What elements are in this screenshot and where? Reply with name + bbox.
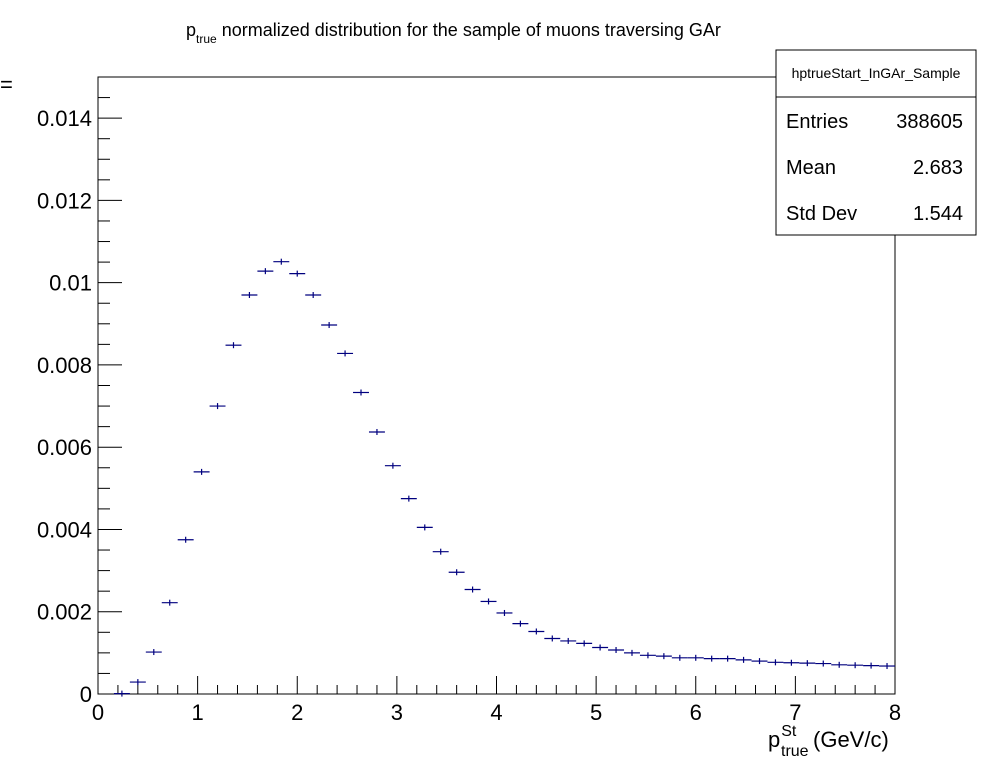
y-tick-label: 0.014 [37, 106, 92, 131]
y-tick-label: 0.012 [37, 188, 92, 213]
data-point [225, 342, 242, 349]
xlabel-unit: (GeV/c) [813, 727, 889, 752]
data-point [783, 659, 800, 666]
xlabel-subscript: true [781, 743, 809, 760]
x-tick-label: 4 [490, 700, 502, 725]
data-point [384, 462, 401, 469]
data-point [544, 635, 561, 642]
data-point [799, 660, 816, 667]
data-point [432, 548, 449, 555]
data-point [177, 536, 194, 543]
data-point [767, 659, 784, 666]
data-point [480, 598, 497, 605]
stats-box-name: hptrueStart_InGAr_Sample [792, 65, 961, 81]
data-point [337, 350, 354, 357]
y-tick-label: 0 [80, 682, 92, 707]
stats-mean-label: Mean [786, 157, 836, 179]
chart-title: ptrue normalized distribution for the sa… [186, 20, 721, 46]
data-point [687, 654, 704, 661]
stats-box-frame [775, 49, 977, 236]
y-axis: 0 0.002 0.004 0.006 0.008 0.01 0.012 0.014 [37, 76, 122, 707]
x-tick-label: 3 [391, 700, 403, 725]
data-point [608, 646, 625, 653]
x-axis: 0 1 2 3 4 5 6 7 8 [92, 676, 901, 725]
title-text: normalized distribution for the sample o… [217, 20, 721, 40]
y-tick-label: 0.01 [49, 271, 92, 296]
data-point [719, 655, 736, 662]
data-point [321, 322, 338, 329]
data-point [289, 270, 306, 277]
data-point [576, 640, 593, 647]
data-point [113, 690, 130, 697]
x-tick-label: 2 [291, 700, 303, 725]
title-symbol: p [186, 20, 196, 40]
xlabel-symbol: p [768, 727, 780, 752]
data-point [273, 258, 290, 265]
stats-stddev-label: Std Dev [786, 203, 857, 225]
data-point [735, 656, 752, 663]
data-point [560, 637, 577, 644]
data-point [624, 649, 640, 656]
x-tick-label: 0 [92, 700, 104, 725]
data-point [353, 389, 369, 396]
stats-entries-value: 388605 [896, 111, 963, 133]
data-point [671, 654, 688, 661]
x-tick-label: 6 [690, 700, 702, 725]
data-point [305, 292, 322, 299]
x-tick-label: 1 [192, 700, 204, 725]
data-point [863, 662, 880, 669]
x-axis-label: pSt true (GeV/c) [768, 723, 889, 760]
data-point [241, 292, 258, 299]
y-tick-label: 0.006 [37, 435, 92, 460]
stats-mean-value: 2.683 [913, 157, 963, 179]
stats-entries-label: Entries [786, 111, 848, 133]
data-point [257, 268, 274, 275]
stats-stddev-value: 1.544 [913, 203, 963, 225]
data-point [496, 609, 513, 616]
x-tick-label: 5 [590, 700, 602, 725]
y-tick-label: 0.008 [37, 353, 92, 378]
x-tick-label: 7 [789, 700, 801, 725]
y-tick-label: 0.002 [37, 600, 92, 625]
xlabel-superscript: St [781, 723, 797, 740]
data-point [368, 428, 385, 435]
data-point [592, 644, 609, 651]
stats-box: hptrueStart_InGAr_Sample Entries 388605 … [775, 49, 977, 236]
data-point [129, 679, 146, 686]
data-point [831, 661, 848, 668]
y-tick-label: 0.004 [37, 517, 92, 542]
data-point [209, 403, 226, 410]
data-points [113, 258, 895, 697]
data-point [145, 649, 162, 656]
data-point [193, 468, 210, 475]
data-point [815, 660, 832, 667]
data-point [448, 569, 465, 576]
title-subscript: true [196, 32, 217, 46]
data-point [464, 586, 481, 593]
data-point [703, 655, 720, 662]
data-point [751, 658, 768, 665]
data-point [512, 620, 529, 627]
data-point [528, 628, 545, 635]
data-point [879, 663, 895, 670]
data-point [400, 495, 417, 502]
data-point [161, 599, 178, 606]
data-point [655, 653, 672, 660]
data-point [847, 662, 864, 669]
data-point [416, 524, 433, 531]
x-tick-label: 8 [889, 700, 901, 725]
data-point [639, 652, 656, 659]
y-axis-label: = [0, 72, 13, 97]
